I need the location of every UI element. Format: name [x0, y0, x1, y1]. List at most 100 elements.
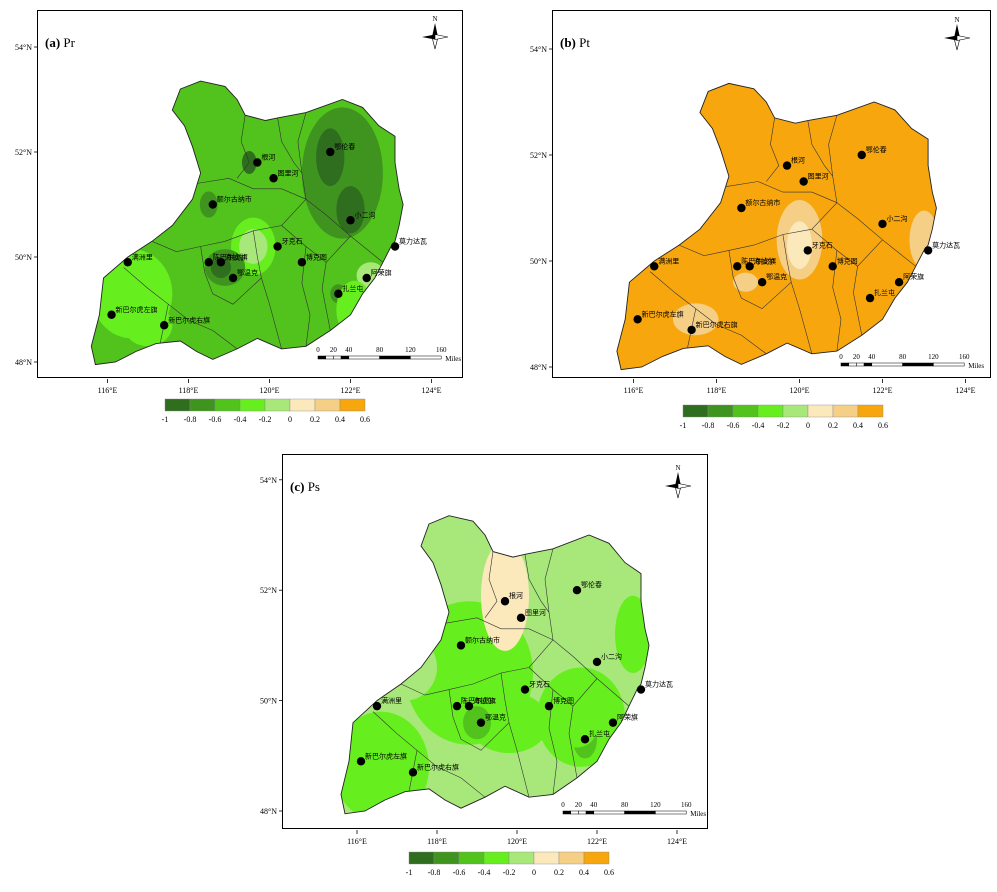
scale-tick-label: 80 [899, 353, 907, 361]
station-marker [636, 685, 646, 694]
legend-swatch [832, 404, 859, 418]
station-marker [269, 174, 278, 183]
station-label: 扎兰屯 [874, 288, 895, 297]
station-label: 图里河 [278, 169, 299, 177]
station-marker [803, 246, 812, 255]
scale-tick-label: 40 [868, 353, 876, 361]
scale-tick-label: 120 [650, 801, 661, 809]
map-panel-pt: 鄂伦春 根河 图里河 额尔古纳市 小二沟 莫力达瓦 牙克石 满洲里 陈巴尔虎旗 海拉尔 博克图 鄂温克… [530, 10, 991, 395]
lat-label: 54°N [530, 45, 547, 54]
contour-patch [555, 697, 599, 748]
station-label: 额尔古纳市 [745, 198, 780, 207]
legend-label: -0.2 [503, 868, 516, 877]
lat-label: 50°N [15, 253, 32, 262]
station-label: 陈巴尔虎旗 [213, 252, 248, 261]
station-marker [297, 258, 307, 267]
station-label: 新巴尔虎左旗 [116, 305, 158, 314]
county-border [649, 271, 767, 355]
legend-label: -1 [162, 415, 169, 424]
station-marker [923, 246, 933, 255]
station-marker [356, 757, 366, 766]
scale-tick-label: 20 [330, 346, 338, 354]
station-marker [516, 613, 526, 622]
county-border [807, 120, 833, 177]
station-label: 鄂温克 [237, 268, 258, 277]
scale-tick-label: 0 [316, 346, 320, 354]
county-border [448, 689, 510, 751]
contour-patch [373, 634, 437, 701]
station-label: 莫力达瓦 [645, 680, 673, 689]
station-marker [580, 735, 590, 744]
legend-swatch [732, 404, 759, 418]
station-label: 根河 [509, 591, 523, 600]
legend-label: -0.8 [184, 415, 197, 424]
station-label: 阿荣旗 [903, 272, 924, 281]
legend-label: 0.6 [878, 421, 888, 430]
legend-label: 0 [806, 421, 810, 430]
contour-patch [787, 221, 812, 269]
legend-swatch [214, 398, 241, 412]
station-label: 海拉尔 [473, 696, 494, 705]
county-border [444, 617, 554, 641]
lon-label: 116°E [98, 386, 118, 395]
station-marker [208, 200, 217, 209]
legend-pr: -1 -0.8 -0.6 -0.4 -0.2 0 0.2 0.4 0.6 [162, 398, 373, 439]
station-marker [362, 273, 371, 283]
contour-patch [672, 303, 719, 336]
station-marker [745, 262, 754, 271]
legend-swatch [508, 851, 535, 865]
legend-swatch [189, 398, 216, 412]
station-marker [464, 701, 474, 711]
station-marker [216, 258, 226, 267]
lat-label: 54°N [15, 43, 32, 52]
station-marker [737, 203, 746, 213]
north-label: N [954, 16, 959, 24]
station-label: 满洲里 [381, 696, 402, 705]
legend-label: -0.4 [234, 415, 247, 424]
scale-tick-label: 20 [575, 801, 583, 809]
legend-pt: -1 -0.8 -0.6 -0.4 -0.2 0 0.2 0.4 0.6 [680, 404, 891, 445]
station-label: 博克图 [553, 696, 574, 705]
county-border [728, 250, 792, 310]
station-label: 额尔古纳市 [465, 635, 500, 644]
lon-label: 118°E [179, 386, 199, 395]
lon-label: 122°E [872, 386, 892, 395]
station-label: 阿荣旗 [371, 268, 392, 277]
scale-tick-label: 40 [345, 346, 353, 354]
panel-title-pt: (b) Pt [560, 35, 590, 50]
contour-patch [481, 540, 529, 651]
lon-label: 120°E [507, 837, 527, 846]
station-label: 扎兰屯 [589, 729, 610, 738]
north-label: N [675, 464, 680, 472]
region-outline [616, 82, 937, 371]
station-marker [123, 258, 132, 267]
scale-tick-label: 120 [405, 346, 416, 354]
lon-label: 118°E [427, 837, 447, 846]
station-marker [650, 262, 659, 271]
station-label: 小二沟 [355, 210, 376, 219]
station-label: 鄂温克 [485, 713, 506, 722]
station-label: 新巴尔虎左旗 [365, 751, 407, 760]
scale-tick-label: 160 [959, 353, 970, 361]
lon-label: 118°E [707, 386, 727, 395]
scale-tick-label: 120 [928, 353, 939, 361]
contour-patch [123, 304, 173, 347]
legend-label: -0.2 [777, 421, 790, 430]
legend-label: -0.6 [727, 421, 740, 430]
scale-tick-label: 20 [853, 353, 861, 361]
county-border [766, 117, 780, 182]
scale-tick-label: 80 [621, 801, 629, 809]
station-label: 满洲里 [658, 256, 679, 265]
station-marker [476, 718, 486, 727]
legend-swatch [558, 851, 585, 865]
station-label: 海拉尔 [225, 252, 246, 261]
station-label: 根河 [791, 156, 805, 165]
legend-swatch [458, 851, 485, 865]
county-border [236, 115, 250, 179]
legend-label: -1 [406, 868, 413, 877]
station-marker [160, 321, 169, 330]
station-marker [390, 242, 400, 251]
county-border [281, 225, 351, 263]
north-arrow-icon: N [422, 15, 449, 50]
